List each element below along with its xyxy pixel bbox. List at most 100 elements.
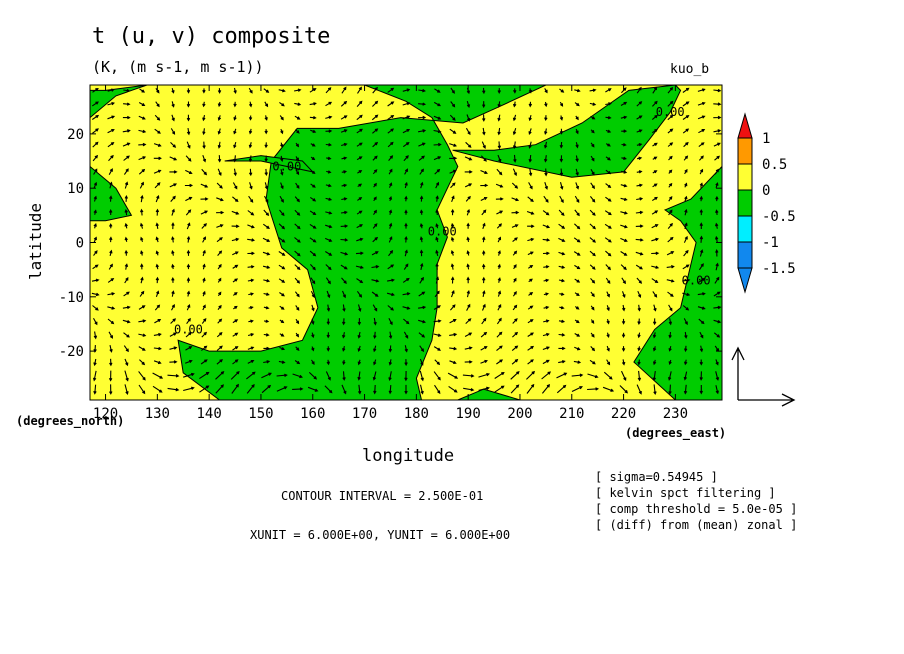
wind-vector-915: [292, 387, 304, 391]
wind-vector-420: [247, 224, 255, 229]
y-tick-label-0: 0: [76, 236, 84, 252]
wind-vector-339: [264, 195, 269, 204]
wind-vector-645: [559, 292, 565, 296]
wind-vector-235: [559, 155, 564, 163]
wind-vector-791: [279, 346, 286, 351]
wind-vector-918: [341, 384, 347, 395]
wind-vector-568: [635, 264, 643, 270]
wind-vector-121: [697, 115, 706, 120]
y-tick-label--20: -20: [59, 344, 84, 360]
wind-vector-926: [463, 387, 475, 392]
wind-vector-45: [155, 101, 160, 108]
wind-vector-486: [635, 238, 644, 242]
wind-vector-142: [387, 128, 394, 134]
wind-vector-695: [697, 306, 706, 310]
experiment-tag: kuo_b: [670, 62, 710, 77]
wind-vector-745: [201, 331, 207, 338]
wind-vector-603: [543, 278, 550, 283]
wind-vector-692: [653, 304, 657, 312]
wind-vector-173: [233, 141, 237, 149]
wind-vector-156: [605, 129, 612, 133]
wind-vector-172: [217, 141, 222, 149]
wind-vector-549: [340, 264, 348, 270]
wind-vector-845: [480, 359, 488, 364]
wind-vector-506: [309, 250, 317, 257]
wind-vector-322: [636, 183, 643, 188]
wind-vector-333: [170, 195, 176, 202]
colorbar-top-triangle: [737, 112, 753, 139]
wind-vector-316: [544, 182, 548, 190]
wind-vector-298: [264, 182, 269, 190]
wind-vector-863: [124, 370, 129, 382]
wind-vector-624: [232, 292, 238, 296]
wind-vector-895: [621, 370, 627, 382]
wind-vector-754: [341, 332, 346, 339]
wind-vector-320: [605, 183, 612, 189]
wind-vector-101: [387, 114, 395, 121]
wind-vector-826: [184, 359, 193, 364]
wind-vector-729: [590, 319, 595, 324]
wind-vector-872: [261, 372, 272, 379]
wind-vector-724: [512, 318, 518, 324]
wind-vector-92: [248, 115, 253, 121]
wind-vector-759: [418, 332, 426, 338]
wind-vector-430: [404, 222, 408, 229]
wind-vector-512: [404, 249, 408, 257]
contour-label-3: 0.00: [656, 105, 685, 119]
wind-vector-934: [587, 387, 600, 391]
wind-vector-613: [698, 277, 706, 283]
wind-vector-239: [621, 156, 627, 161]
wind-vector-925: [448, 385, 458, 393]
wind-vector-487: [651, 237, 659, 242]
wind-vector-675: [387, 305, 394, 311]
wind-vector-763: [480, 331, 488, 338]
wind-vector-229: [464, 156, 473, 161]
wind-vector-190: [497, 141, 502, 150]
wind-vector-868: [199, 371, 210, 380]
wind-vector-749: [263, 333, 270, 337]
wind-vector-626: [263, 292, 270, 296]
wind-vector-706: [232, 319, 239, 324]
wind-vector-59: [372, 100, 379, 107]
wind-vector-372: [139, 208, 144, 216]
colorbar-label-0: 1: [762, 131, 770, 147]
wind-vector-471: [404, 235, 408, 243]
wind-vector-344: [341, 197, 348, 201]
wind-vector-405: [651, 210, 659, 215]
wind-vector-906: [152, 385, 163, 393]
wind-vector-366: [684, 195, 688, 202]
wind-vector-212: [202, 155, 207, 163]
wind-vector-137: [310, 129, 317, 133]
wind-vector-702: [170, 318, 177, 324]
wind-vector-755: [357, 331, 361, 339]
wind-vector-245: [714, 155, 720, 161]
wind-vector-196: [590, 142, 595, 148]
wind-vector-829: [232, 359, 239, 365]
wind-vector-30: [559, 88, 565, 93]
wind-vector-38: [682, 87, 690, 93]
wind-vector-515: [450, 250, 455, 256]
wind-vector-647: [590, 291, 595, 298]
wind-vector-518: [497, 250, 501, 256]
wind-vector-132: [233, 128, 237, 135]
wind-vector-114: [590, 115, 596, 120]
wind-vector-302: [325, 183, 332, 188]
wind-vector-758: [403, 331, 409, 339]
wind-vector-27: [513, 88, 517, 94]
wind-vector-488: [667, 236, 674, 243]
wind-vector-894: [603, 371, 613, 380]
colorbar-bin-0: [737, 137, 753, 165]
wind-vector-798: [388, 345, 393, 353]
wind-vector-780: [109, 344, 113, 353]
wind-vector-118: [651, 114, 658, 121]
wind-vector-33: [605, 88, 612, 93]
x-tick-label-130: 130: [145, 406, 170, 422]
wind-vector-465: [309, 237, 317, 243]
contour-label-2: 0.00: [174, 322, 203, 336]
wind-vector-604: [558, 278, 566, 283]
wind-vector-550: [355, 265, 364, 269]
wind-vector-530: [683, 249, 689, 257]
wind-vector-704: [201, 317, 207, 324]
wind-vector-255: [233, 168, 237, 177]
wind-vector-581: [202, 277, 206, 283]
